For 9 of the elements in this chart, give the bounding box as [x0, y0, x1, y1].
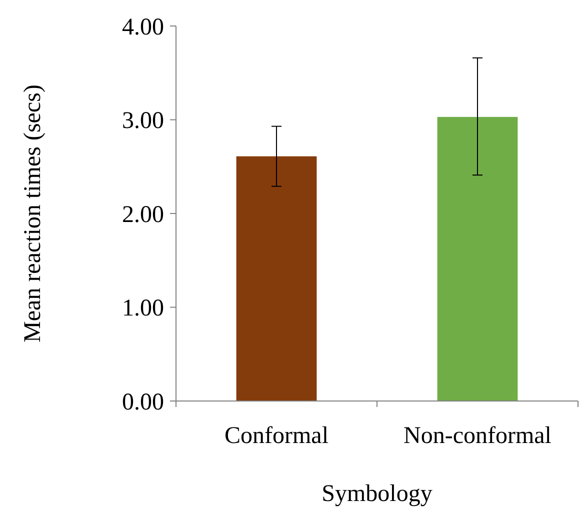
x-tick-label: Conformal — [224, 423, 329, 449]
y-tick-label: 1.00 — [122, 296, 164, 322]
x-tick-label: Non-conformal — [404, 423, 552, 449]
y-tick-label: 3.00 — [122, 108, 164, 134]
y-tick-label: 0.00 — [122, 389, 164, 416]
y-tick-label: 2.00 — [122, 202, 164, 228]
x-axis-title: Symbology — [322, 481, 432, 507]
y-tick-label: 4.00 — [122, 14, 164, 40]
y-axis-title: Mean reaction times (secs) — [20, 84, 46, 342]
